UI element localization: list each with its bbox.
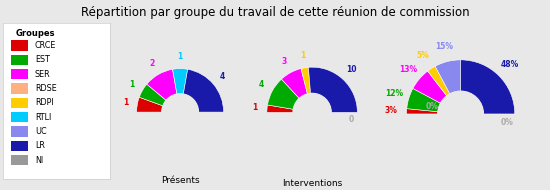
Text: 2: 2 bbox=[150, 59, 155, 68]
Text: 48%: 48% bbox=[500, 60, 519, 70]
Text: 0%: 0% bbox=[426, 102, 439, 111]
Bar bbox=[12, 69, 29, 79]
Text: RDSE: RDSE bbox=[35, 84, 57, 93]
Bar bbox=[12, 112, 29, 122]
Text: 15%: 15% bbox=[435, 42, 453, 51]
Text: LR: LR bbox=[35, 141, 45, 150]
Text: CRCE: CRCE bbox=[35, 41, 56, 50]
Text: 10: 10 bbox=[346, 65, 356, 74]
Text: 4: 4 bbox=[220, 72, 225, 81]
Circle shape bbox=[301, 102, 323, 123]
Text: 0: 0 bbox=[184, 98, 189, 108]
Wedge shape bbox=[139, 84, 166, 106]
Wedge shape bbox=[435, 60, 461, 94]
Text: 1: 1 bbox=[178, 52, 183, 61]
Text: 0: 0 bbox=[348, 115, 354, 124]
Wedge shape bbox=[413, 71, 447, 103]
Wedge shape bbox=[406, 109, 438, 114]
Wedge shape bbox=[267, 79, 299, 109]
Text: EST: EST bbox=[35, 55, 50, 64]
Text: NI: NI bbox=[35, 156, 43, 165]
Bar bbox=[12, 155, 29, 165]
Wedge shape bbox=[301, 67, 311, 94]
Bar bbox=[12, 141, 29, 151]
Text: 0: 0 bbox=[171, 98, 177, 108]
Text: RDPI: RDPI bbox=[35, 98, 53, 107]
Text: Interventions: Interventions bbox=[282, 179, 342, 188]
Bar bbox=[12, 40, 29, 51]
Wedge shape bbox=[461, 60, 515, 114]
Wedge shape bbox=[282, 69, 307, 98]
Bar bbox=[12, 98, 29, 108]
Circle shape bbox=[293, 93, 331, 131]
Bar bbox=[12, 55, 29, 65]
Bar bbox=[12, 83, 29, 93]
Circle shape bbox=[170, 102, 190, 122]
Wedge shape bbox=[147, 69, 177, 100]
Wedge shape bbox=[267, 105, 293, 112]
Text: 5%: 5% bbox=[417, 51, 430, 60]
Text: Présents: Présents bbox=[161, 177, 200, 185]
Text: 4: 4 bbox=[258, 80, 264, 89]
Text: 1: 1 bbox=[123, 98, 128, 107]
Text: 13%: 13% bbox=[399, 65, 417, 74]
Text: RTLI: RTLI bbox=[35, 112, 51, 122]
Circle shape bbox=[162, 94, 199, 130]
Text: 3: 3 bbox=[282, 57, 287, 66]
Circle shape bbox=[438, 91, 483, 137]
Text: 12%: 12% bbox=[386, 89, 403, 98]
Wedge shape bbox=[173, 69, 188, 94]
Wedge shape bbox=[309, 67, 358, 112]
Text: Répartition par groupe du travail de cette réunion de commission: Répartition par groupe du travail de cet… bbox=[81, 6, 469, 19]
Text: 0: 0 bbox=[300, 99, 305, 108]
Wedge shape bbox=[136, 97, 163, 112]
Text: 1: 1 bbox=[300, 51, 305, 60]
Text: 3%: 3% bbox=[385, 106, 398, 115]
Wedge shape bbox=[183, 69, 224, 112]
Bar bbox=[12, 126, 29, 137]
Text: 1: 1 bbox=[129, 80, 135, 89]
Text: UC: UC bbox=[35, 127, 47, 136]
Text: 0%: 0% bbox=[500, 118, 513, 127]
Text: 1: 1 bbox=[252, 103, 257, 112]
Text: Groupes: Groupes bbox=[15, 29, 55, 38]
Text: SER: SER bbox=[35, 70, 51, 78]
Wedge shape bbox=[428, 66, 450, 96]
Wedge shape bbox=[407, 89, 441, 112]
Circle shape bbox=[448, 101, 473, 127]
